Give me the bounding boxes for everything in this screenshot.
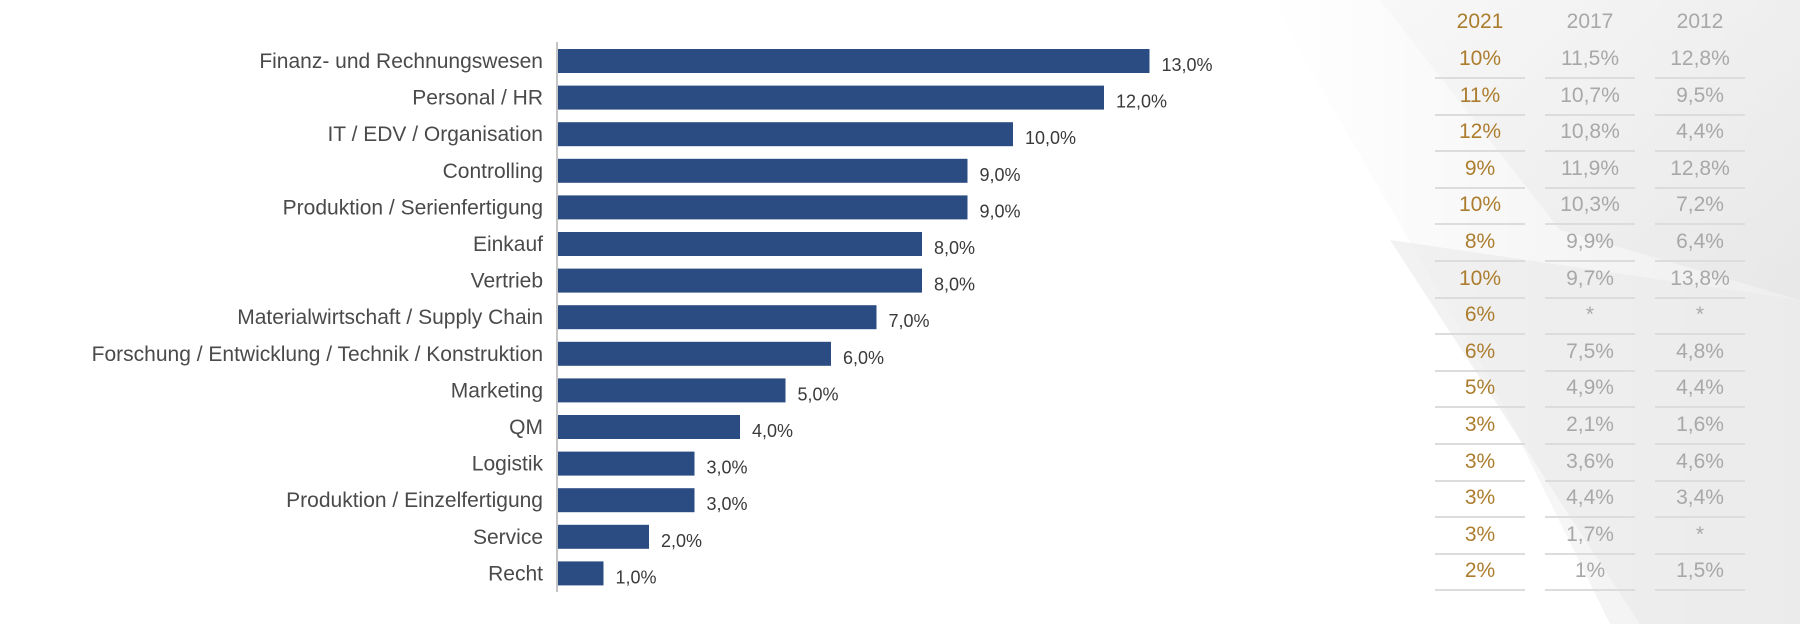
value-label: 13,0% <box>1162 55 1213 75</box>
bar <box>558 524 649 549</box>
bar <box>558 232 922 256</box>
bar <box>558 305 877 330</box>
category-label: Controlling <box>443 160 543 183</box>
value-label: 12,0% <box>1116 92 1167 112</box>
bar <box>558 488 695 513</box>
value-label: 4,0% <box>752 421 793 441</box>
bar <box>558 451 695 476</box>
value-label: 3,0% <box>707 494 748 514</box>
value-label: 7,0% <box>889 311 930 331</box>
category-label: QM <box>509 416 543 439</box>
value-label: 6,0% <box>843 348 884 368</box>
bars <box>558 49 1150 586</box>
bar <box>558 341 831 366</box>
bar <box>558 561 604 586</box>
value-labels: 13,0%12,0%10,0%9,0%9,0%8,0%8,0%7,0%6,0%5… <box>616 55 1213 587</box>
category-label: Produktion / Serienfertigung <box>283 196 543 219</box>
category-label: Logistik <box>472 453 544 476</box>
bar <box>558 195 968 220</box>
bar <box>558 268 922 293</box>
category-label: Service <box>473 526 543 549</box>
bar <box>558 122 1013 147</box>
value-label: 3,0% <box>707 458 748 478</box>
category-labels: Finanz- und Rechnungswesen Personal / HR I… <box>92 50 544 585</box>
bar <box>558 49 1150 73</box>
value-label: 9,0% <box>980 165 1021 185</box>
value-label: 2,0% <box>661 531 702 551</box>
category-label: Vertrieb <box>471 270 543 293</box>
category-label: Marketing <box>451 379 543 402</box>
value-label: 9,0% <box>980 201 1021 221</box>
value-label: 1,0% <box>616 567 657 587</box>
value-label: 10,0% <box>1025 128 1076 148</box>
category-label: Forschung / Entwicklung / Technik / Kons… <box>92 343 543 366</box>
category-label: Produktion / Einzelfertigung <box>286 489 543 512</box>
value-label: 8,0% <box>934 275 975 295</box>
value-label: 5,0% <box>798 384 839 404</box>
bar <box>558 85 1104 110</box>
category-label: Einkauf <box>473 233 543 256</box>
bar <box>558 378 786 403</box>
value-label: 8,0% <box>934 238 975 258</box>
bar <box>558 415 740 439</box>
category-label: Recht <box>488 562 543 585</box>
bar <box>558 158 968 183</box>
category-label: IT / EDV / Organisation <box>327 123 543 146</box>
category-label: Materialwirtschaft / Supply Chain <box>237 306 543 329</box>
category-label: Personal / HR <box>412 87 543 110</box>
category-label: Finanz- und Rechnungswesen <box>259 50 543 73</box>
